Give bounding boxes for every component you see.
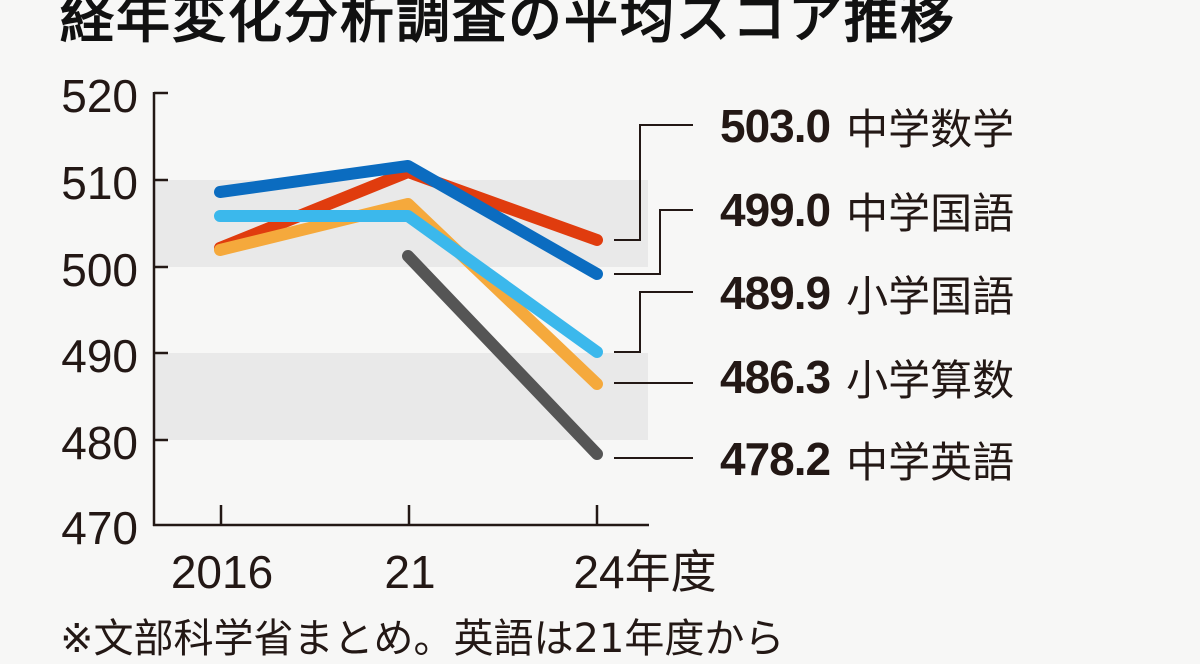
footnote: ※文部科学省まとめ。英語は21年度から (60, 616, 785, 662)
label-value: 489.9 (720, 267, 831, 319)
y-tick-520: 520 (61, 70, 138, 122)
x-tick-labels: 2016 21 24年度 (171, 546, 717, 598)
y-tick-480: 480 (61, 417, 138, 469)
y-tick-490: 490 (61, 330, 138, 382)
series-elementary-arithmetic (214, 198, 603, 390)
label-elementary-arithmetic: 486.3 小学算数 (720, 347, 1014, 407)
label-value: 499.0 (720, 184, 831, 236)
label-middle-japanese: 499.0 中学国語 (720, 180, 1014, 240)
y-tick-500: 500 (61, 244, 138, 296)
label-name: 中学数学 (846, 104, 1015, 154)
label-name: 中学国語 (846, 188, 1015, 238)
x-tick-21: 21 (384, 546, 435, 598)
label-value: 503.0 (720, 100, 831, 152)
label-elementary-japanese: 489.9 小学国語 (720, 263, 1014, 323)
y-axis (152, 91, 168, 526)
y-tick-470: 470 (61, 502, 138, 554)
label-name: 中学英語 (846, 437, 1015, 487)
leader-lines (614, 124, 693, 459)
series-middle-japanese (214, 160, 603, 280)
label-middle-english: 478.2 中学英語 (720, 429, 1014, 489)
label-middle-math: 503.0 中学数学 (720, 96, 1014, 156)
series-middle-english (402, 250, 603, 460)
y-tick-510: 510 (61, 157, 138, 209)
label-value: 486.3 (720, 351, 831, 403)
line-chart: 520 510 500 490 480 470 2016 21 24年度 (61, 70, 717, 598)
chart-title: 経年変化分析調査の平均スコア推移 (60, 0, 956, 50)
y-tick-labels: 520 510 500 490 480 470 (61, 70, 138, 554)
series-elementary-japanese (214, 210, 603, 358)
x-tick-24: 24年度 (573, 546, 716, 598)
x-axis (153, 505, 649, 527)
label-value: 478.2 (720, 433, 831, 485)
label-name: 小学国語 (846, 271, 1015, 321)
label-name: 小学算数 (846, 355, 1015, 405)
x-tick-2016: 2016 (171, 546, 273, 598)
